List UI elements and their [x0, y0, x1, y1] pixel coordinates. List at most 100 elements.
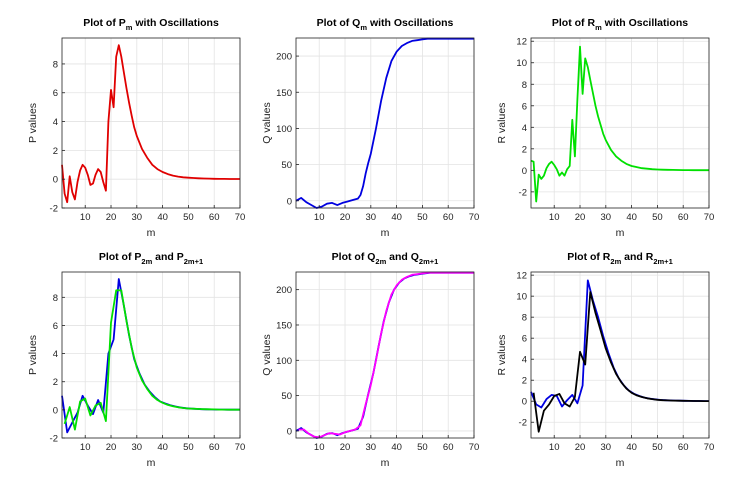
x-axis-label: m — [381, 457, 390, 469]
y-tick-label: -2 — [519, 187, 527, 198]
x-tick-label: 70 — [704, 212, 715, 223]
y-axis-label: R values — [496, 335, 508, 376]
series-line-1 — [530, 45, 709, 203]
chart-title: Plot of Qm with Oscillations — [317, 17, 454, 32]
x-tick-label: 40 — [391, 212, 402, 223]
y-axis-label: R values — [496, 103, 508, 144]
x-axis-label: m — [616, 457, 625, 469]
x-axis-label: m — [147, 457, 156, 469]
x-tick-label: 20 — [106, 442, 117, 453]
x-tick-label: 60 — [443, 442, 454, 453]
y-tick-label: 100 — [276, 356, 292, 367]
y-tick-label: 200 — [276, 285, 292, 296]
axes-frame — [295, 37, 475, 209]
y-tick-label: 150 — [276, 88, 292, 99]
y-tick-label: 8 — [53, 293, 58, 304]
x-tick-label: 20 — [340, 442, 351, 453]
x-tick-label: 30 — [132, 442, 143, 453]
x-tick-label: 50 — [652, 212, 663, 223]
x-tick-label: 60 — [209, 442, 220, 453]
y-axis-label: Q values — [261, 334, 273, 375]
y-tick-label: 10 — [516, 58, 527, 69]
y-tick-label: 50 — [281, 391, 292, 402]
y-tick-label: 6 — [522, 101, 527, 112]
chart-panel-3: 10 20 30 40 50 60 70 -2 0 2 4 6 8 10 12 m R values Plot o… — [496, 17, 714, 239]
x-tick-label: 50 — [652, 442, 663, 453]
chart-title: Plot of Pm with Oscillations — [83, 17, 219, 32]
axes-frame — [61, 37, 241, 209]
y-tick-label: 12 — [516, 271, 527, 282]
y-tick-label: -2 — [50, 204, 58, 215]
y-tick-label: 100 — [276, 124, 292, 135]
x-tick-label: 40 — [157, 442, 168, 453]
y-tick-label: 50 — [281, 160, 292, 171]
y-axis-label: P values — [27, 335, 39, 375]
x-tick-label: 70 — [469, 442, 480, 453]
y-tick-label: 8 — [522, 313, 527, 324]
plot-area — [531, 272, 709, 438]
axes-frame — [61, 271, 241, 439]
y-tick-label: -2 — [50, 434, 58, 445]
y-tick-label: 4 — [53, 117, 58, 128]
x-tick-label: 60 — [678, 442, 689, 453]
axes-frame — [295, 271, 475, 439]
y-tick-label: 2 — [53, 377, 58, 388]
series-line-1 — [61, 44, 240, 204]
y-tick-label: 0 — [522, 397, 527, 408]
y-tick-label: 0 — [53, 405, 58, 416]
chart-panel-5: 10 20 30 40 50 60 70 0 50 100 150 200 m Q values Plot … — [261, 251, 479, 469]
series-line-2 — [532, 291, 709, 433]
x-tick-label: 10 — [314, 442, 325, 453]
plot-area — [531, 38, 709, 208]
x-tick-label: 30 — [366, 442, 377, 453]
x-axis-label: m — [147, 227, 156, 239]
chart-panel-6: 10 20 30 40 50 60 70 -2 0 2 4 6 8 10 12 m R values Plot o… — [496, 251, 714, 469]
y-tick-label: 2 — [522, 144, 527, 155]
y-tick-label: 0 — [53, 175, 58, 186]
axes-frame — [530, 37, 710, 209]
y-tick-label: 6 — [53, 88, 58, 99]
chart-title: Plot of Rm with Oscillations — [552, 17, 688, 32]
y-tick-label: -2 — [519, 418, 527, 429]
y-tick-label: 8 — [522, 80, 527, 91]
x-tick-label: 60 — [209, 212, 220, 223]
x-tick-label: 10 — [549, 442, 560, 453]
chart-panel-2: 10 20 30 40 50 60 70 0 50 100 150 200 m Q values Plot … — [261, 17, 479, 239]
chart-panel-4: 10 20 30 40 50 60 70 -2 0 2 4 6 8 m P values Plot of P2… — [27, 251, 245, 469]
x-axis-label: m — [616, 227, 625, 239]
series-line-2 — [298, 271, 474, 439]
axes-frame — [530, 271, 710, 439]
y-tick-label: 4 — [522, 355, 527, 366]
x-tick-label: 20 — [106, 212, 117, 223]
x-tick-label: 40 — [626, 212, 637, 223]
y-tick-label: 12 — [516, 37, 527, 48]
y-tick-label: 10 — [516, 292, 527, 303]
x-tick-label: 30 — [601, 212, 612, 223]
y-tick-label: 4 — [53, 349, 58, 360]
x-tick-label: 50 — [183, 442, 194, 453]
x-tick-label: 40 — [391, 442, 402, 453]
y-tick-label: 8 — [53, 59, 58, 70]
x-tick-label: 70 — [235, 442, 246, 453]
x-tick-label: 10 — [80, 212, 91, 223]
y-tick-label: 2 — [522, 376, 527, 387]
x-tick-label: 20 — [575, 442, 586, 453]
x-tick-label: 50 — [183, 212, 194, 223]
series-line-2 — [63, 289, 240, 431]
x-tick-label: 40 — [626, 442, 637, 453]
plot-area — [296, 272, 474, 438]
x-tick-label: 30 — [366, 212, 377, 223]
x-tick-label: 70 — [704, 442, 715, 453]
series-line-1 — [295, 37, 474, 209]
y-tick-label: 200 — [276, 52, 292, 63]
x-axis-label: m — [381, 227, 390, 239]
plot-area — [62, 38, 240, 208]
y-tick-label: 0 — [287, 426, 292, 437]
chart-title: Plot of R2m and R2m+1 — [567, 251, 673, 266]
plot-area — [296, 38, 474, 208]
y-tick-label: 0 — [287, 196, 292, 207]
x-tick-label: 20 — [575, 212, 586, 223]
x-tick-label: 30 — [601, 442, 612, 453]
x-tick-label: 10 — [314, 212, 325, 223]
